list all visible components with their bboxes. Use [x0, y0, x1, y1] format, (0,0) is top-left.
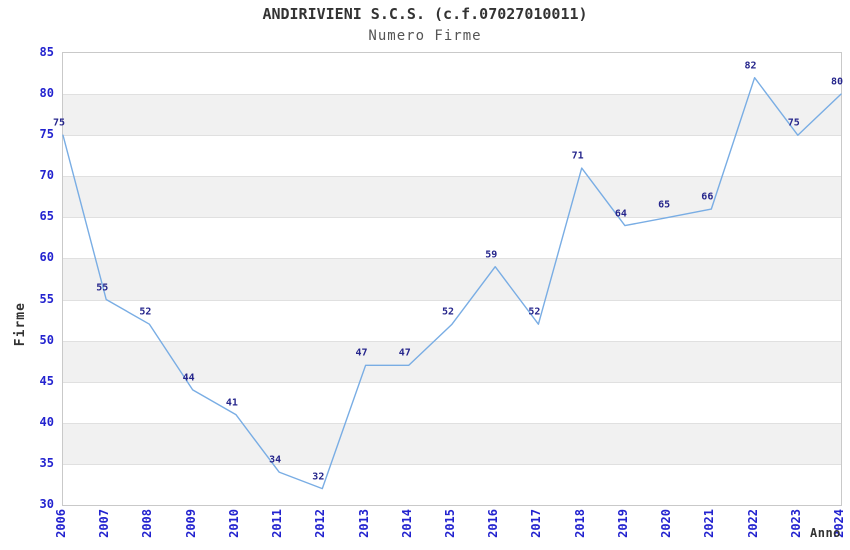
x-tick-label: 2007	[97, 509, 112, 538]
x-axis-title: Anno	[810, 526, 841, 540]
point-label: 32	[312, 471, 325, 483]
y-tick-label: 30	[39, 497, 54, 511]
point-label: 59	[485, 249, 498, 261]
plot-band	[63, 422, 841, 464]
gridline	[63, 381, 841, 383]
x-tick-label: 2010	[226, 509, 241, 538]
point-label: 82	[744, 60, 757, 72]
y-tick-label: 50	[39, 332, 54, 347]
plot-area	[62, 52, 842, 506]
plot-band	[63, 381, 841, 423]
y-tick-label: 70	[39, 168, 54, 183]
point-label: 80	[830, 76, 844, 88]
x-tick-label: 2008	[140, 509, 155, 538]
point-label: 55	[96, 282, 109, 294]
gridline	[63, 217, 841, 219]
x-tick-label: 2015	[443, 509, 457, 538]
point-label: 47	[355, 347, 368, 359]
gridline	[63, 94, 841, 96]
x-tick-label: 2013	[356, 509, 371, 538]
x-tick-label: 2006	[54, 509, 68, 538]
point-label: 66	[701, 191, 714, 203]
point-label: 75	[52, 117, 66, 129]
data-line	[62, 77, 842, 490]
plot-band	[63, 340, 841, 382]
x-tick-label: 2017	[529, 509, 544, 538]
point-label: 65	[658, 199, 671, 211]
x-tick-label: 2011	[270, 509, 285, 538]
gridline	[63, 340, 841, 342]
point-label: 52	[139, 306, 152, 318]
gridline	[63, 422, 841, 424]
y-tick-label: 75	[39, 127, 54, 142]
y-tick-label: 40	[39, 414, 54, 429]
gridline	[63, 176, 841, 178]
chart-subtitle: Numero Firme	[368, 28, 482, 44]
x-tick-label: 2022	[745, 509, 760, 538]
y-tick-label: 65	[39, 209, 54, 224]
x-tick-label: 2016	[486, 509, 501, 538]
y-tick-label: 85	[39, 45, 54, 59]
x-tick-label: 2014	[399, 509, 414, 538]
x-tick-label: 2012	[313, 509, 328, 538]
line-series-layer	[62, 77, 842, 490]
y-tick-label: 55	[39, 291, 54, 306]
point-label: 71	[571, 150, 584, 162]
x-tick-label: 2009	[183, 509, 198, 538]
point-label: 52	[528, 306, 541, 318]
plot-band	[63, 258, 841, 300]
gridline	[63, 258, 841, 260]
point-label: 47	[398, 347, 411, 359]
plot-band	[63, 176, 841, 218]
x-tick-label: 2021	[702, 509, 717, 538]
x-tick-label: 2018	[572, 509, 587, 538]
x-tick-label: 2023	[788, 509, 803, 538]
point-label: 41	[225, 397, 238, 409]
point-label: 64	[614, 208, 627, 220]
point-label: 34	[269, 454, 282, 466]
point-label: 44	[182, 372, 195, 384]
x-tick-label: 2020	[659, 509, 674, 538]
gridline	[63, 135, 841, 137]
x-tick-label: 2019	[615, 509, 630, 538]
y-tick-label: 60	[39, 250, 54, 265]
y-tick-label: 35	[39, 455, 54, 470]
plot-band	[63, 299, 841, 341]
point-label: 52	[441, 306, 455, 318]
plot-band	[63, 463, 841, 505]
plot-band	[63, 217, 841, 259]
y-tick-label: 45	[39, 373, 54, 388]
y-tick-label: 80	[39, 86, 54, 101]
gridline	[63, 463, 841, 465]
gridline	[63, 299, 841, 301]
plot-band	[63, 53, 841, 95]
chart-title: ANDIRIVIENI S.C.S. (c.f.07027010011)	[262, 5, 588, 23]
plot-band	[63, 135, 841, 177]
plot-band	[63, 94, 841, 136]
point-label: 75	[787, 117, 800, 129]
